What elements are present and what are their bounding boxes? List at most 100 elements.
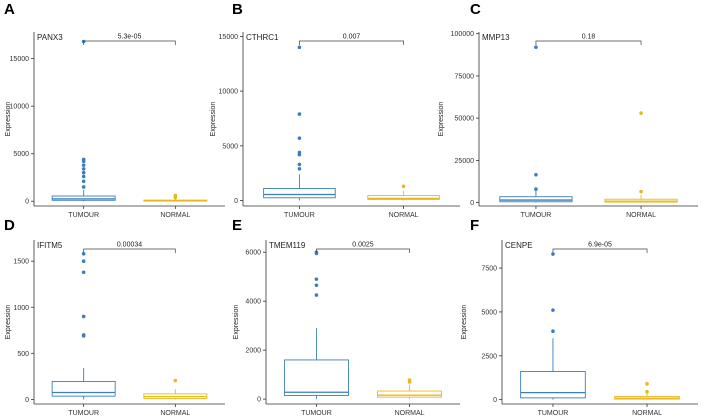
x-tick-label-tumour: TUMOUR bbox=[284, 212, 315, 219]
panel-a: A PANX3 0 5000 10000 15000 Expression TUMOUR NOR… bbox=[4, 1, 225, 219]
panel-d: D IFITM5 0 500 1000 1500 Expression TUMOUR NORMA… bbox=[4, 217, 225, 417]
x-tick-label-normal: NORMAL bbox=[626, 212, 656, 219]
y-tick-label: 5000 bbox=[13, 151, 29, 158]
y-tick-label: 500 bbox=[17, 351, 29, 358]
significance-bracket: 0.18 bbox=[535, 34, 642, 45]
y-tick-label: 0 bbox=[25, 199, 29, 206]
box-iqr bbox=[367, 195, 440, 200]
box-iqr bbox=[283, 359, 349, 396]
y-tick-label: 2000 bbox=[245, 348, 261, 355]
y-tick-label: 1000 bbox=[13, 305, 29, 312]
p-value-label: 5.3e-05 bbox=[118, 34, 142, 41]
outlier-point bbox=[81, 179, 86, 184]
bracket-line bbox=[83, 248, 176, 253]
y-axis-label: Expression bbox=[461, 305, 468, 340]
outlier-point bbox=[645, 389, 649, 394]
panel-letter: F bbox=[470, 217, 479, 234]
y-tick-label: 0 bbox=[257, 397, 261, 404]
significance-bracket: 0.00034 bbox=[83, 242, 176, 253]
outlier-point bbox=[297, 150, 302, 155]
outlier-point bbox=[81, 270, 86, 275]
outlier-point bbox=[81, 314, 86, 319]
box-tumour bbox=[499, 45, 573, 203]
outlier-point bbox=[297, 45, 302, 50]
panel-c: C MMP13 0 25000 50000 75000 100000 Expression TU… bbox=[438, 1, 698, 219]
y-tick-label: 2500 bbox=[481, 353, 497, 360]
y-axis-label: Expression bbox=[210, 102, 217, 137]
y-axis-label: Expression bbox=[5, 102, 12, 137]
y-tick-label: 0 bbox=[470, 200, 474, 207]
significance-bracket: 6.9e-05 bbox=[552, 242, 648, 253]
outlier-point bbox=[297, 112, 302, 116]
y-tick-label: 6000 bbox=[245, 250, 261, 257]
gene-title: CENPE bbox=[505, 241, 533, 250]
panel-letter: B bbox=[232, 1, 243, 18]
outlier-point bbox=[645, 382, 649, 386]
y-tick-label: 10000 bbox=[219, 89, 239, 96]
outlier-point bbox=[173, 378, 178, 383]
bracket-line bbox=[552, 248, 648, 253]
significance-bracket: 0.0025 bbox=[316, 242, 410, 253]
outlier-point bbox=[81, 157, 86, 162]
x-tick-label-normal: NORMAL bbox=[160, 410, 190, 417]
x-tick-label-tumour: TUMOUR bbox=[301, 410, 332, 417]
y-tick-label: 10000 bbox=[10, 104, 30, 111]
bracket-line bbox=[316, 248, 410, 253]
gene-title: IFITM5 bbox=[37, 241, 63, 250]
panel-letter: D bbox=[4, 217, 15, 234]
y-tick-label: 0 bbox=[493, 397, 497, 404]
outlier-point bbox=[534, 172, 538, 177]
box-normal bbox=[143, 193, 208, 202]
box-iqr bbox=[520, 371, 586, 399]
p-value-label: 0.00034 bbox=[117, 242, 142, 249]
x-tick-label-tumour: TUMOUR bbox=[521, 212, 552, 219]
gene-title: TMEM119 bbox=[269, 241, 306, 250]
outlier-point bbox=[81, 185, 86, 189]
box-normal bbox=[377, 378, 443, 400]
outlier-point bbox=[534, 45, 538, 50]
x-tick-label-normal: NORMAL bbox=[160, 212, 190, 219]
p-value-label: 0.0025 bbox=[352, 242, 374, 249]
outlier-point bbox=[81, 259, 86, 263]
box-iqr bbox=[499, 196, 573, 203]
x-tick-label-normal: NORMAL bbox=[395, 410, 425, 417]
x-tick-label-tumour: TUMOUR bbox=[68, 410, 99, 417]
y-tick-label: 15000 bbox=[10, 56, 30, 63]
gene-title: PANX3 bbox=[37, 33, 63, 42]
outlier-point bbox=[297, 166, 302, 171]
y-axis-label: Expression bbox=[438, 102, 445, 137]
y-tick-label: 50000 bbox=[455, 116, 475, 123]
panel-letter: E bbox=[232, 217, 242, 234]
y-tick-label: 0 bbox=[234, 198, 238, 205]
panel-f: F CENPE 0 2500 5000 7500 Expression TUMOUR NORMA… bbox=[461, 217, 698, 417]
outlier-point bbox=[81, 170, 86, 175]
outlier-point bbox=[314, 283, 319, 288]
y-tick-label: 25000 bbox=[455, 158, 475, 165]
outlier-point bbox=[639, 111, 643, 115]
significance-bracket: 5.3e-05 bbox=[83, 34, 176, 45]
p-value-label: 0.18 bbox=[582, 34, 596, 41]
bracket-line bbox=[535, 40, 642, 45]
y-tick-label: 1500 bbox=[13, 259, 29, 266]
outlier-point bbox=[551, 329, 555, 334]
x-tick-label-normal: NORMAL bbox=[389, 212, 419, 219]
p-value-label: 0.007 bbox=[343, 34, 361, 41]
bracket-line bbox=[299, 40, 404, 45]
x-tick-label-tumour: TUMOUR bbox=[68, 212, 99, 219]
bracket-line bbox=[83, 40, 176, 45]
box-tumour bbox=[263, 45, 336, 201]
gene-title: MMP13 bbox=[482, 33, 510, 42]
box-normal bbox=[143, 378, 208, 400]
x-tick-label-tumour: TUMOUR bbox=[538, 410, 569, 417]
box-iqr bbox=[377, 390, 443, 398]
p-value-label: 6.9e-05 bbox=[588, 242, 612, 249]
outlier-point bbox=[407, 378, 412, 382]
outlier-point bbox=[173, 193, 178, 198]
panel-b: B CTHRC1 0 5000 10000 15000 Expression TUMOUR NO… bbox=[210, 1, 460, 219]
outlier-point bbox=[297, 136, 302, 140]
box-iqr bbox=[51, 380, 116, 397]
y-tick-label: 75000 bbox=[455, 73, 475, 80]
box-normal bbox=[367, 184, 440, 201]
outlier-point bbox=[551, 308, 555, 312]
